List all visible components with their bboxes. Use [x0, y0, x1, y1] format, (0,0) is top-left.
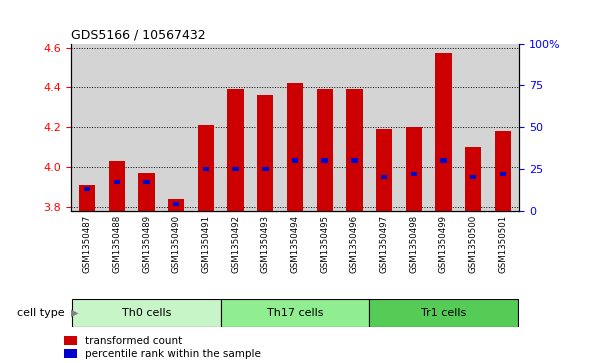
Bar	[435, 53, 451, 211]
Bar	[376, 129, 392, 211]
Bar	[232, 167, 239, 171]
Bar	[465, 147, 481, 211]
Bar	[262, 167, 268, 171]
Text: GSM1350487: GSM1350487	[83, 215, 91, 273]
Text: GSM1350499: GSM1350499	[439, 215, 448, 273]
Text: GSM1350501: GSM1350501	[499, 215, 507, 273]
Bar	[139, 173, 155, 211]
Text: cell type: cell type	[17, 308, 65, 318]
Text: GSM1350500: GSM1350500	[468, 215, 478, 273]
Bar	[79, 185, 96, 211]
Bar	[227, 89, 244, 211]
Bar	[73, 299, 221, 327]
Text: GSM1350494: GSM1350494	[290, 215, 300, 273]
Text: GSM1350493: GSM1350493	[261, 215, 270, 273]
Text: GSM1350488: GSM1350488	[112, 215, 122, 273]
Bar	[221, 299, 369, 327]
Text: GSM1350489: GSM1350489	[142, 215, 151, 273]
Bar	[173, 202, 179, 206]
Text: GDS5166 / 10567432: GDS5166 / 10567432	[71, 28, 205, 41]
Text: GSM1350498: GSM1350498	[409, 215, 418, 273]
Text: GSM1350497: GSM1350497	[379, 215, 389, 273]
Bar	[351, 158, 358, 163]
Bar	[291, 158, 299, 163]
Bar	[257, 95, 274, 211]
Bar	[369, 299, 517, 327]
Bar	[381, 175, 388, 179]
Bar	[198, 125, 214, 211]
Text: GSM1350491: GSM1350491	[201, 215, 211, 273]
Bar	[316, 89, 333, 211]
Bar	[500, 172, 506, 176]
Bar	[287, 83, 303, 211]
Text: Th0 cells: Th0 cells	[122, 308, 171, 318]
Bar	[109, 161, 125, 211]
Bar	[202, 167, 209, 171]
Text: GSM1350496: GSM1350496	[350, 215, 359, 273]
Bar	[84, 187, 90, 191]
Bar	[411, 172, 417, 176]
Bar	[143, 180, 150, 184]
Bar	[405, 127, 422, 211]
Bar	[346, 89, 363, 211]
Bar	[322, 158, 328, 163]
Bar	[113, 180, 120, 184]
Text: ▶: ▶	[71, 308, 78, 318]
Text: Tr1 cells: Tr1 cells	[421, 308, 466, 318]
Text: Th17 cells: Th17 cells	[267, 308, 323, 318]
Bar	[168, 199, 185, 211]
Bar	[494, 131, 511, 211]
Bar	[440, 158, 447, 163]
Legend: transformed count, percentile rank within the sample: transformed count, percentile rank withi…	[64, 335, 261, 359]
Text: GSM1350492: GSM1350492	[231, 215, 240, 273]
Bar	[470, 175, 477, 179]
Text: GSM1350490: GSM1350490	[172, 215, 181, 273]
Text: GSM1350495: GSM1350495	[320, 215, 329, 273]
